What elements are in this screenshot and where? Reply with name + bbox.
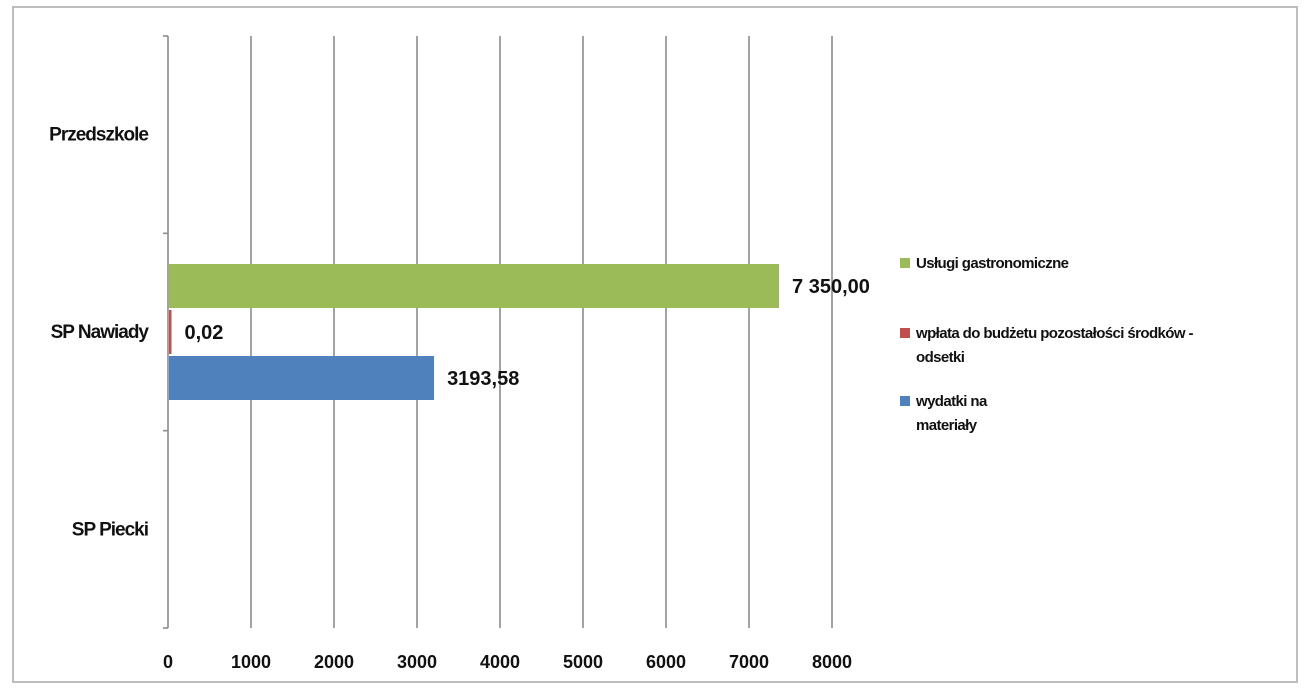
x-tick-label: 6000	[646, 652, 686, 672]
x-tick-label: 4000	[480, 652, 520, 672]
legend: Usługi gastronomiczne wpłata do budżetu p…	[900, 255, 1194, 434]
gridlines	[250, 36, 833, 628]
category-label: SP Nawiady	[51, 322, 150, 343]
data-label: 0,02	[185, 322, 224, 344]
legend-label: odsetki	[916, 349, 965, 366]
data-label: 7 350,00	[792, 276, 870, 298]
legend-label: wydatki na	[915, 393, 988, 410]
legend-label: materiały	[916, 417, 978, 434]
x-tick-label: 5000	[563, 652, 603, 672]
x-tick-label: 8000	[812, 652, 852, 672]
x-tick-label: 3000	[397, 652, 437, 672]
legend-swatch	[900, 396, 910, 406]
legend-label: Usługi gastronomiczne	[916, 255, 1069, 272]
category-label: Przedszkole	[49, 125, 148, 146]
x-tick-label: 1000	[231, 652, 271, 672]
bar	[169, 356, 435, 400]
axes	[163, 35, 169, 629]
labels: Przedszkole SP Nawiady SP Piecki 0 1000 2000 3…	[49, 125, 870, 672]
legend-swatch	[900, 258, 910, 268]
legend-swatch	[900, 328, 910, 338]
legend-label: wpłata do budżetu pozostałości środków -	[915, 325, 1193, 342]
x-tick-label: 0	[163, 652, 173, 672]
x-tick-label: 7000	[729, 652, 769, 672]
category-label: SP Piecki	[72, 519, 148, 540]
bar	[169, 264, 780, 308]
chart-frame	[12, 6, 1298, 683]
bar	[169, 310, 172, 354]
data-label: 3193,58	[447, 368, 519, 390]
x-tick-label: 2000	[314, 652, 354, 672]
bars	[169, 264, 780, 400]
